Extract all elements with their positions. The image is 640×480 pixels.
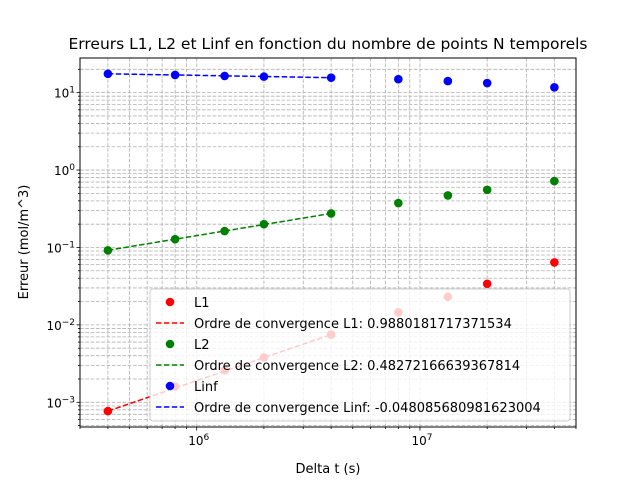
data-point — [326, 73, 336, 82]
legend-marker — [165, 381, 175, 391]
data-point — [394, 74, 403, 84]
fit-line — [107, 212, 332, 252]
data-point — [220, 71, 229, 81]
data-point — [443, 76, 453, 86]
data-point — [103, 406, 113, 416]
axis-ticks: 106 107 10−3 10−2 10−1 100 101 — [46, 68, 577, 448]
data-point — [550, 83, 559, 92]
legend-label: Ordre de convergence Linf: -0.0480856809… — [194, 401, 541, 416]
legend-label: Ordre de convergence L1: 0.9880181717371… — [194, 317, 512, 332]
data-point — [550, 258, 559, 267]
x-tick-label: 107 — [411, 433, 432, 448]
data-point — [443, 191, 453, 200]
data-point — [220, 226, 229, 236]
data-point — [170, 234, 180, 244]
y-tick-label: 10−1 — [46, 240, 75, 255]
data-point — [103, 69, 113, 79]
y-axis-label: Erreur (mol/m^3) — [17, 185, 32, 300]
data-point — [482, 279, 492, 289]
data-point — [482, 78, 492, 88]
x-tick-label: 106 — [188, 433, 209, 448]
legend-frame — [149, 288, 571, 422]
x-axis-label: Delta t (s) — [296, 462, 361, 477]
legend-label: L1 — [194, 296, 210, 311]
legend: L1 Ordre de convergence L1: 0.98801817173… — [149, 288, 571, 422]
data-point — [326, 209, 336, 218]
legend-label: Linf — [194, 380, 218, 395]
legend-marker — [165, 339, 175, 349]
data-point — [103, 245, 113, 255]
y-tick-label: 101 — [54, 86, 75, 101]
y-tick-label: 10−2 — [46, 318, 75, 333]
data-point — [550, 176, 559, 186]
legend-label: L2 — [194, 338, 210, 353]
legend-label: Ordre de convergence L2: 0.4827216663936… — [194, 359, 520, 374]
data-point — [259, 219, 269, 229]
chart-title: Erreurs L1, L2 et Linf en fonction du no… — [69, 35, 588, 53]
data-point — [482, 185, 492, 195]
data-point — [259, 72, 269, 81]
data-point — [394, 198, 403, 208]
fit-line — [107, 73, 332, 79]
y-tick-label: 100 — [54, 163, 75, 178]
y-tick-label: 10−3 — [46, 395, 75, 410]
data-point — [170, 70, 180, 80]
legend-marker — [165, 297, 175, 307]
plot-frame — [79, 57, 577, 428]
